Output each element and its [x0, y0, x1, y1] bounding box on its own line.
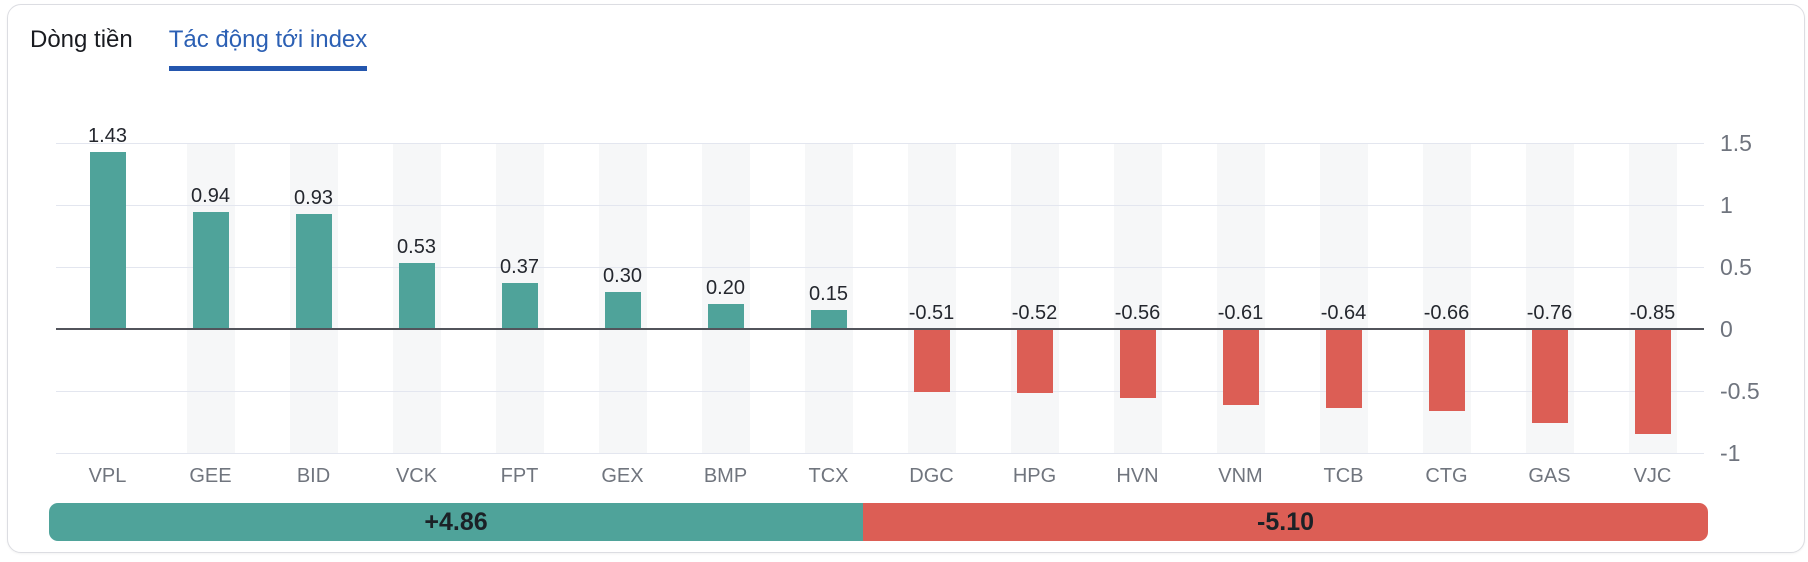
bar-VJC[interactable] — [1634, 329, 1671, 435]
bar-value-label: -0.64 — [1320, 302, 1367, 324]
bar-value-label: 0.30 — [603, 264, 642, 287]
x-axis-label: VJC — [1633, 465, 1672, 487]
bar-GAS[interactable] — [1531, 329, 1568, 424]
x-axis-label: GAS — [1528, 465, 1571, 487]
summary-positive-value: +4.86 — [424, 507, 488, 536]
summary-bar: +4.86 -5.10 — [49, 503, 1708, 541]
y-axis-tick-label: -0.5 — [1720, 378, 1760, 404]
bar-BID[interactable] — [295, 213, 332, 329]
bar-value-label: -0.51 — [908, 302, 955, 324]
bar-value-label: 0.15 — [809, 283, 848, 306]
index-impact-card: Dòng tiền Tác động tới index 1.5 1 0.5 0 -0.… — [7, 4, 1805, 553]
bar-value-label: 0.94 — [191, 185, 230, 208]
gridline — [56, 205, 1704, 206]
bar-BMP[interactable] — [707, 304, 744, 329]
x-axis-label: VCK — [395, 465, 438, 487]
summary-positive-segment: +4.86 — [49, 503, 864, 541]
gridline — [56, 453, 1704, 454]
column-stripe — [1216, 143, 1265, 453]
x-axis-label: FPT — [500, 465, 539, 487]
bar-value-label: -0.76 — [1526, 302, 1573, 324]
x-axis-label: CTG — [1425, 465, 1468, 487]
x-axis-label: HVN — [1116, 465, 1159, 487]
bar-GEX[interactable] — [604, 291, 641, 329]
bar-FPT[interactable] — [501, 283, 538, 329]
bar-value-label: 0.37 — [500, 256, 539, 279]
y-axis-tick-label: 1.5 — [1720, 130, 1752, 156]
bar-value-label: 1.43 — [88, 124, 127, 147]
gridline — [56, 267, 1704, 268]
bar-value-label: 0.93 — [294, 186, 333, 209]
bar-value-label: -0.52 — [1011, 302, 1058, 324]
x-axis-label: DGC — [909, 465, 954, 487]
bar-value-label: 0.20 — [706, 277, 745, 300]
bar-TCX[interactable] — [810, 310, 847, 329]
column-stripe — [1010, 143, 1059, 453]
x-axis-label: GEX — [601, 465, 644, 487]
x-axis-label: GEE — [189, 465, 232, 487]
summary-negative-value: -5.10 — [1257, 507, 1315, 536]
y-axis-tick-label: 1 — [1720, 192, 1733, 218]
bar-HPG[interactable] — [1016, 329, 1053, 394]
index-impact-chart: 1.5 1 0.5 0 -0.5 -1 1.43 VPL 0.94 GEE 0.93 BID 0.53 V… — [8, 5, 1804, 552]
bar-VPL[interactable] — [89, 151, 126, 329]
y-axis-tick-label: 0.5 — [1720, 254, 1752, 280]
x-axis-label: HPG — [1012, 465, 1057, 487]
column-stripe — [701, 143, 750, 453]
x-axis-label: TCB — [1323, 465, 1364, 487]
tab-tac-dong-toi-index[interactable]: Tác động tới index — [168, 26, 368, 71]
bar-VNM[interactable] — [1222, 329, 1259, 405]
bar-TCB[interactable] — [1325, 329, 1362, 409]
x-axis-label: VPL — [88, 465, 127, 487]
bar-HVN[interactable] — [1119, 329, 1156, 399]
tab-bar: Dòng tiền Tác động tới index — [30, 26, 368, 71]
y-axis-tick-label: -1 — [1720, 440, 1741, 466]
x-axis-label: VNM — [1218, 465, 1263, 487]
bar-GEE[interactable] — [192, 212, 229, 329]
zero-axis-line — [56, 328, 1704, 330]
column-stripe — [804, 143, 853, 453]
bar-CTG[interactable] — [1428, 329, 1465, 411]
column-stripe — [907, 143, 956, 453]
bar-value-label: 0.53 — [397, 236, 436, 259]
x-axis-label: BID — [296, 465, 331, 487]
bar-DGC[interactable] — [913, 329, 950, 393]
x-axis-label: BMP — [703, 465, 748, 487]
bar-value-label: -0.56 — [1114, 302, 1161, 324]
x-axis-label: TCX — [808, 465, 849, 487]
bar-value-label: -0.61 — [1217, 302, 1264, 324]
bar-value-label: -0.66 — [1423, 302, 1470, 324]
y-axis-tick-label: 0 — [1720, 316, 1733, 342]
gridline — [56, 391, 1704, 392]
bar-value-label: -0.85 — [1629, 302, 1676, 324]
bar-VCK[interactable] — [398, 263, 435, 329]
summary-negative-segment: -5.10 — [863, 503, 1708, 541]
gridline — [56, 143, 1704, 144]
tab-dong-tien[interactable]: Dòng tiền — [30, 26, 133, 53]
column-stripe — [1113, 143, 1162, 453]
